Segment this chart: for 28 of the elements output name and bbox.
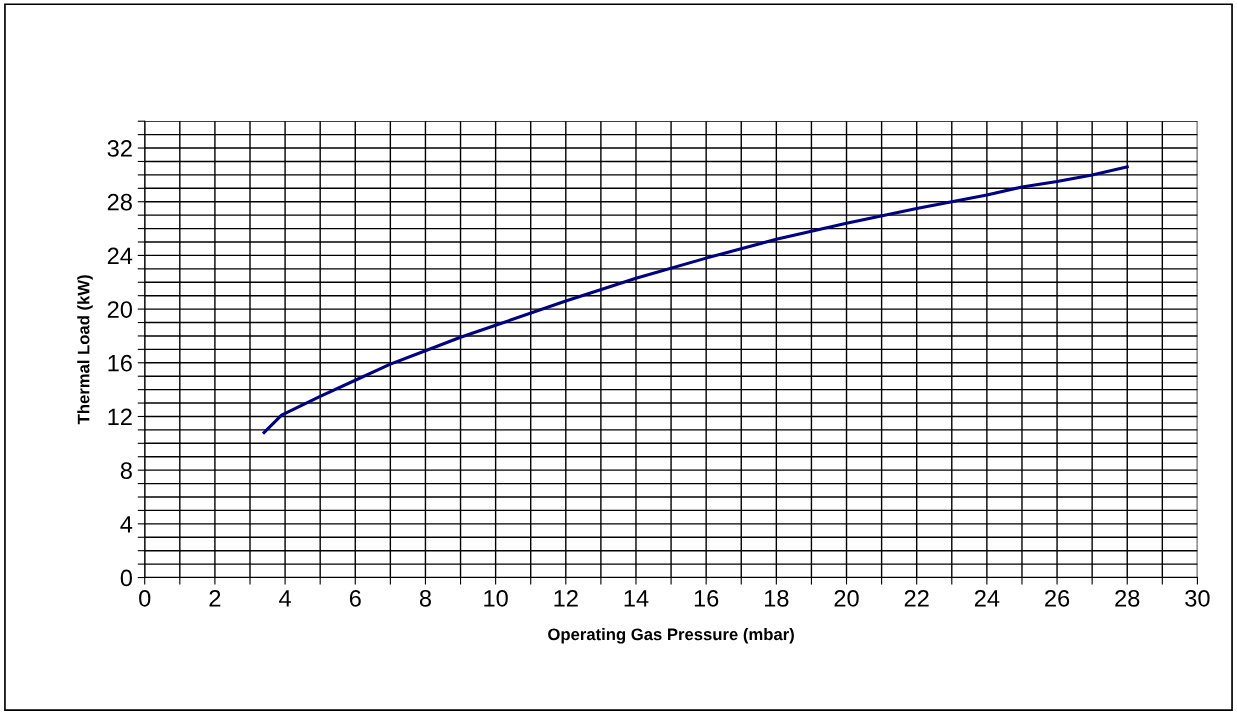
x-tick-label: 18 xyxy=(765,589,789,607)
x-tick-label: 26 xyxy=(1045,589,1070,607)
y-tick-label: 12 xyxy=(108,408,132,426)
x-tick-label: 16 xyxy=(694,589,719,607)
y-tick-label: 0 xyxy=(120,569,132,587)
y-tick-label: 8 xyxy=(120,462,132,479)
y-axis-title: Thermal Load (kW) xyxy=(77,275,93,425)
x-tick-label: 2 xyxy=(209,589,221,607)
y-tick-label: 20 xyxy=(107,301,132,318)
x-tick-label: 10 xyxy=(484,589,508,607)
y-tick-label: 32 xyxy=(107,140,132,157)
x-tick-label: 22 xyxy=(904,589,929,607)
line-series xyxy=(262,165,1129,435)
x-axis-title: Operating Gas Pressure (mbar) xyxy=(548,628,794,644)
y-tick-label: 24 xyxy=(107,247,133,264)
x-tick-label: 28 xyxy=(1115,589,1140,607)
x-tick-label: 24 xyxy=(974,589,1000,607)
x-tick-label: 30 xyxy=(1185,589,1210,607)
y-tick-label: 28 xyxy=(107,193,132,211)
x-tick-label: 12 xyxy=(554,589,578,607)
x-tick-label: 6 xyxy=(349,589,361,607)
x-tick-label: 20 xyxy=(834,589,859,607)
x-tick-label: 0 xyxy=(139,589,151,607)
x-tick-label: 4 xyxy=(279,590,291,607)
y-tick-label: 4 xyxy=(120,516,133,533)
x-tick-label: 8 xyxy=(419,589,431,607)
y-tick-label: 16 xyxy=(108,354,132,372)
x-tick-label: 14 xyxy=(624,590,649,607)
